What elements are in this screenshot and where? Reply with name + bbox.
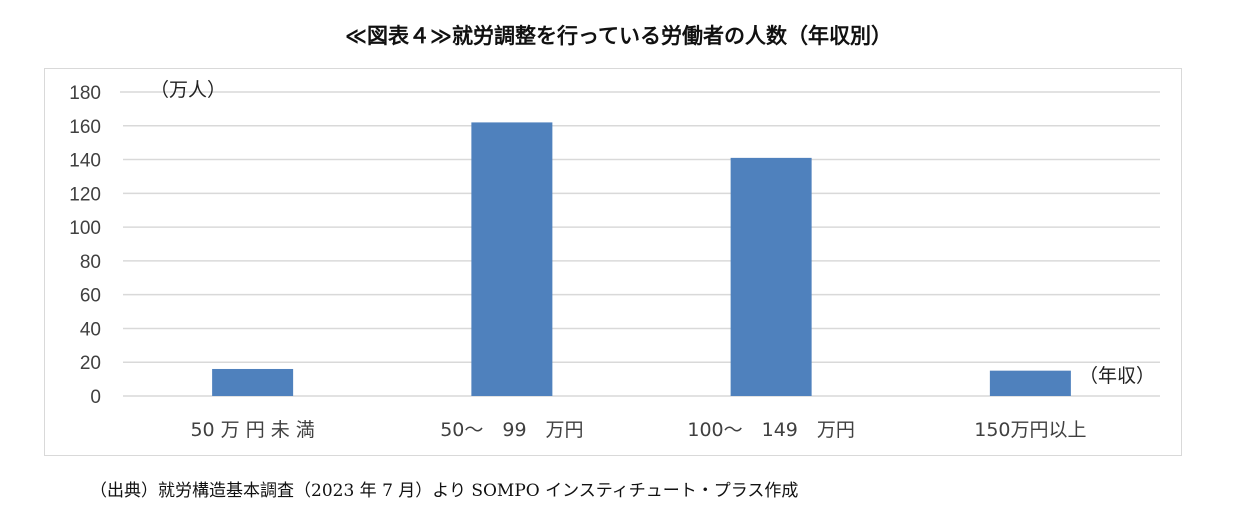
y-tick-label: 80 — [80, 252, 101, 273]
y-tick-label: 100 — [69, 218, 101, 239]
y-axis-unit: （万人） — [150, 79, 226, 101]
x-axis-unit: （年収） — [1079, 365, 1155, 387]
x-tick-label: 50～ 99 万円 — [440, 419, 583, 441]
chart-frame: 0 20 40 60 80 100 120 140 160 180 50 万 円 未 満 50～ 9… — [44, 68, 1182, 456]
x-tick-label: 150万円以上 — [974, 419, 1086, 441]
y-tick-label: 140 — [69, 151, 101, 172]
y-tick-label: 0 — [90, 387, 101, 408]
bar-chart: 0 20 40 60 80 100 120 140 160 180 50 万 円 未 満 50～ 9… — [69, 79, 1160, 441]
bar — [212, 368, 294, 396]
chart-title: ≪図表４≫就労調整を行っている労働者の人数（年収別） — [345, 24, 892, 48]
bar — [989, 370, 1071, 396]
x-tick-label: 100～ 149 万円 — [687, 419, 855, 441]
y-tick-label: 180 — [69, 83, 101, 104]
bar — [471, 122, 553, 397]
x-tick-label: 50 万 円 未 満 — [190, 419, 314, 441]
y-tick-label: 160 — [69, 117, 101, 138]
y-tick-label: 20 — [80, 353, 101, 374]
y-tick-label: 120 — [69, 184, 101, 205]
bar — [730, 157, 812, 396]
y-tick-label: 60 — [80, 286, 101, 307]
y-tick-label: 40 — [80, 319, 101, 340]
source-note: （出典）就労構造基本調査（2023 年 7 月）より SOMPO インスティチュ… — [90, 481, 799, 501]
